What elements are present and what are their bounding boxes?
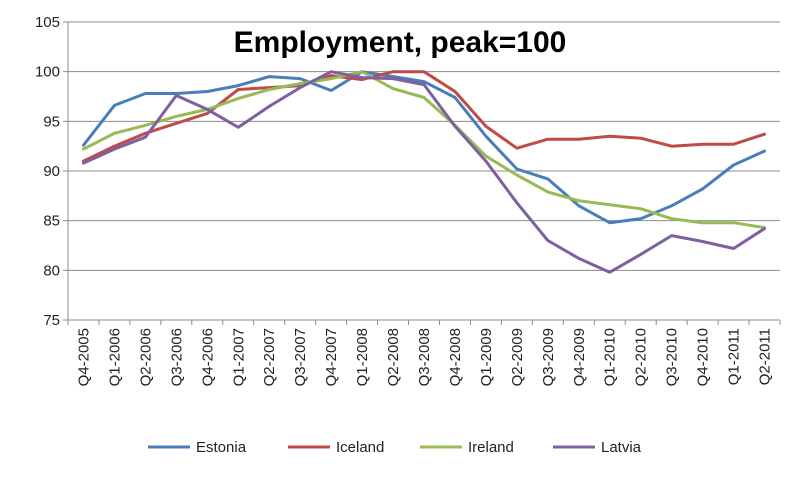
legend: Estonia Iceland Ireland Latvia	[148, 439, 642, 456]
tick-labels: 75 80 85 90 95 100 105 Q4-2005 Q1-2006 Q2-2006 Q3-…	[35, 14, 774, 386]
axes	[63, 21, 781, 325]
y-tick-label: 95	[43, 113, 60, 130]
x-tick-label: Q1-2011	[726, 328, 743, 385]
chart-title: Employment, peak=100	[234, 26, 567, 59]
x-tick-label: Q4-2005	[75, 328, 92, 386]
x-tick-label: Q4-2006	[199, 328, 216, 386]
x-tick-label: Q1-2006	[106, 328, 123, 386]
series-lines	[82, 70, 766, 274]
legend-label-estonia: Estonia	[196, 439, 247, 456]
x-tick-label: Q4-2010	[695, 328, 712, 386]
y-tick-label: 90	[43, 163, 60, 180]
x-tick-label: Q1-2008	[354, 328, 371, 386]
y-tick-label: 105	[35, 14, 60, 31]
x-tick-label: Q1-2009	[478, 328, 495, 386]
x-tick-label: Q2-2011	[757, 328, 774, 385]
series-line-ireland	[82, 70, 766, 230]
x-tick-label: Q3-2006	[168, 328, 185, 386]
series-line-latvia	[82, 70, 766, 274]
x-tick-label: Q2-2007	[261, 328, 278, 386]
x-tick-label: Q3-2008	[416, 328, 433, 386]
x-tick-label: Q2-2006	[137, 328, 154, 386]
series-line-estonia	[82, 70, 766, 225]
x-tick-label: Q2-2010	[633, 328, 650, 386]
x-tick-label: Q3-2007	[292, 328, 309, 386]
x-tick-label: Q1-2007	[230, 328, 247, 386]
y-tick-label: 100	[35, 64, 60, 81]
y-tick-label: 75	[43, 312, 60, 329]
x-tick-label: Q3-2010	[664, 328, 681, 386]
x-tick-label: Q2-2008	[385, 328, 402, 386]
x-tick-label: Q3-2009	[540, 328, 557, 386]
x-tick-label: Q4-2007	[323, 328, 340, 386]
x-tick-label: Q4-2008	[447, 328, 464, 386]
legend-label-iceland: Iceland	[336, 439, 384, 456]
legend-label-ireland: Ireland	[468, 439, 514, 456]
x-tick-label: Q2-2009	[509, 328, 526, 386]
x-tick-label: Q4-2009	[571, 328, 588, 386]
x-tick-label: Q1-2010	[602, 328, 619, 386]
y-tick-label: 80	[43, 262, 60, 279]
y-tick-label: 85	[43, 213, 60, 230]
series-line-iceland	[82, 70, 766, 163]
legend-label-latvia: Latvia	[601, 439, 642, 456]
